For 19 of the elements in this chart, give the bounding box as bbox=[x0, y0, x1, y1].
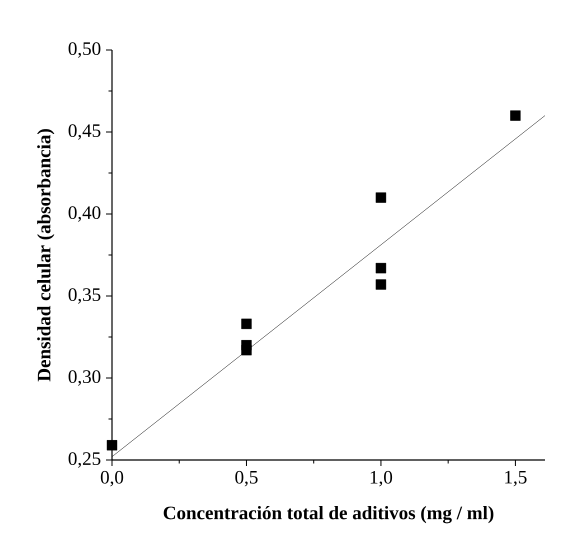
point bbox=[241, 318, 252, 330]
y-tick-label: 0,40 bbox=[68, 206, 100, 222]
point bbox=[376, 279, 386, 290]
point bbox=[106, 440, 118, 450]
point bbox=[510, 110, 521, 121]
x-axis-title: Concentración total de aditivos (mg / ml) bbox=[164, 506, 494, 524]
point bbox=[376, 192, 386, 203]
x-tick-label: 0,5 bbox=[235, 470, 258, 486]
point bbox=[241, 344, 252, 356]
x-tick-label: 1,5 bbox=[505, 470, 527, 486]
y-tick-label: 0,25 bbox=[68, 452, 100, 468]
y-tick-label: 0,50 bbox=[68, 42, 100, 58]
x-tick-label: 1,0 bbox=[370, 470, 392, 486]
point bbox=[376, 262, 386, 274]
y-tick-label: 0,45 bbox=[68, 124, 100, 140]
y-tick-label: 0,30 bbox=[68, 370, 100, 386]
y-axis-title: Densidad celular (absorbancia) bbox=[37, 129, 54, 382]
y-tick-label: 0,35 bbox=[68, 288, 100, 304]
x-tick-label: 0,0 bbox=[100, 470, 124, 486]
